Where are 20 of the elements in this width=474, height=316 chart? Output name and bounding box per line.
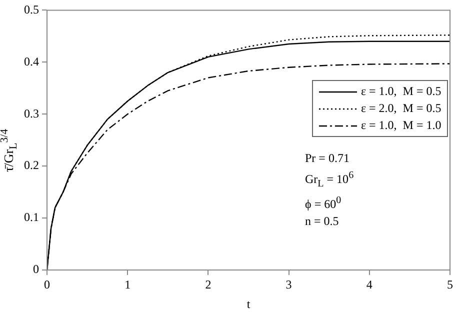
y-tick-label: 0.5	[24, 2, 39, 16]
legend-label: ε = 1.0, M = 0.5	[361, 84, 442, 99]
annotation: Gr$_{L}$ = 10$^{6}$	[305, 169, 354, 192]
annotation: Pr = 0.71	[305, 150, 350, 167]
annotation: n = 0.5	[305, 213, 340, 230]
x-tick-label: 3	[286, 277, 292, 292]
y-tick-label: 0.4	[24, 54, 39, 68]
x-tick-label: 4	[366, 277, 372, 292]
x-axis-title: t	[246, 296, 251, 311]
y-tick-label: 0.2	[24, 158, 39, 172]
y-tick-label: 0.1	[24, 210, 39, 224]
x-tick-label: 0	[44, 277, 50, 292]
x-tick-label: 5	[447, 277, 453, 292]
legend-label: ε = 2.0, M = 0.5	[361, 101, 442, 116]
legend-label: ε = 1.0, M = 1.0	[361, 118, 442, 133]
x-tick-label: 2	[205, 277, 212, 292]
y-tick-label: 0.3	[24, 106, 39, 120]
x-tick-label: 1	[124, 277, 131, 292]
annotation: ϕ = 60$^{0}$	[305, 194, 342, 214]
y-tick-label: 0	[33, 262, 39, 276]
